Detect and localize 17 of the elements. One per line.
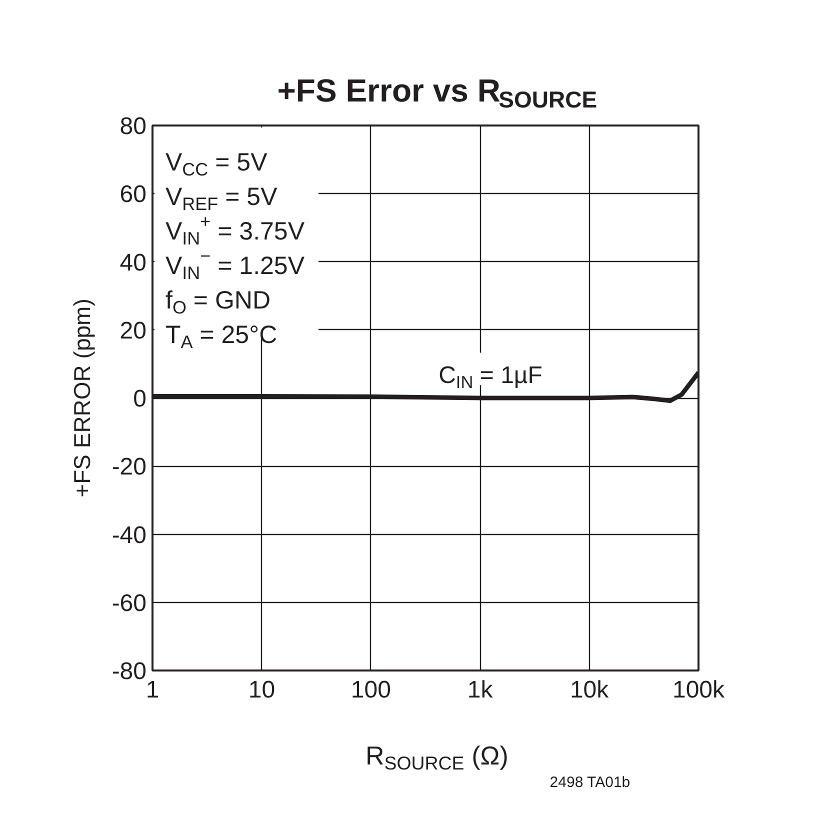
x-tick-label: 100k	[672, 676, 726, 704]
y-tick-label: -80	[112, 658, 146, 685]
y-tick-label: 80	[120, 113, 147, 140]
x-tick-label: 1	[146, 676, 160, 704]
y-tick-label: -20	[112, 454, 146, 481]
y-tick-label: 40	[120, 249, 147, 276]
x-tick-label: 1k	[467, 676, 494, 704]
y-tick-label: 60	[120, 181, 147, 208]
x-tick-label: 10k	[570, 676, 610, 704]
x-tick-label: 10	[248, 676, 276, 704]
y-tick-label: 20	[120, 317, 147, 344]
y-tick-label: 0	[133, 386, 147, 412]
y-tick-label: -40	[112, 522, 146, 549]
x-tick-label: 100	[350, 676, 391, 704]
text: 2498 TA01b	[550, 774, 630, 791]
y-tick-label: -60	[112, 590, 146, 617]
y-axis-title: +FS ERROR (ppm)	[68, 298, 95, 498]
